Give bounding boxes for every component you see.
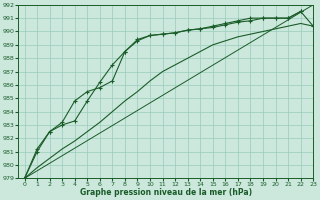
X-axis label: Graphe pression niveau de la mer (hPa): Graphe pression niveau de la mer (hPa) [80,188,252,197]
